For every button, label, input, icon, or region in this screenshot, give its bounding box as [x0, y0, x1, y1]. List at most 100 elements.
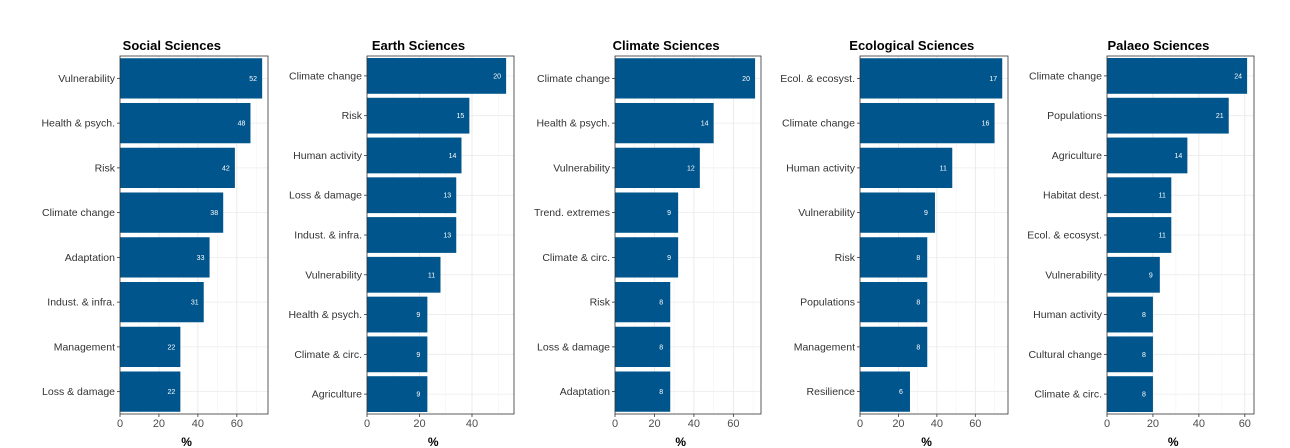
x-tick-label-0: 0 — [117, 418, 123, 430]
category-label-6: Management — [54, 341, 115, 353]
category-label-2: Agriculture — [1052, 150, 1102, 162]
bar-data-label-5: 9 — [1149, 272, 1153, 279]
bar-data-label-4: 8 — [916, 255, 920, 262]
bar-data-label-0: 17 — [989, 76, 997, 83]
x-axis-label: % — [1168, 435, 1179, 448]
bar-data-label-3: 11 — [1159, 193, 1166, 200]
bar-4 — [860, 237, 928, 278]
bar-5 — [860, 281, 928, 323]
bar-7 — [860, 371, 910, 412]
bar-4 — [120, 237, 210, 278]
bar-7 — [1107, 336, 1153, 373]
panel-1: 20 Climate change 15 Risk 14 Human activity 13… — [288, 38, 515, 448]
bar-5 — [367, 256, 441, 293]
bar-4 — [1107, 217, 1172, 253]
category-label-1: Climate change — [782, 118, 855, 130]
category-label-2: Vulnerability — [553, 162, 611, 174]
x-tick-label-3: 60 — [231, 418, 243, 430]
category-label-0: Climate change — [1029, 70, 1102, 82]
category-label-7: Resilience — [807, 386, 856, 398]
bar-0 — [615, 58, 756, 99]
panel-border — [1106, 55, 1255, 415]
category-label-4: Ecol. & ecosyst. — [1027, 230, 1102, 242]
category-label-7: Cultural change — [1028, 349, 1102, 361]
bar-2 — [367, 137, 462, 174]
category-label-5: Vulnerability — [1045, 269, 1103, 281]
bar-data-label-0: 52 — [249, 76, 257, 83]
category-label-4: Climate & circ. — [542, 252, 610, 264]
category-label-4: Adaptation — [65, 252, 115, 264]
category-label-3: Loss & damage — [289, 190, 362, 202]
bar-data-label-4: 11 — [1159, 233, 1166, 240]
category-label-0: Climate change — [289, 70, 362, 82]
panel-border — [366, 55, 515, 415]
bar-data-label-6: 9 — [416, 312, 420, 319]
bar-data-label-1: 48 — [238, 121, 246, 128]
bar-data-label-7: 22 — [167, 389, 175, 396]
bar-data-label-3: 9 — [667, 210, 671, 217]
x-axis-label: % — [428, 435, 439, 448]
bar-0 — [367, 57, 507, 94]
bar-3 — [120, 192, 224, 233]
bar-2 — [120, 147, 235, 189]
category-label-5: Indust. & infra. — [47, 297, 115, 309]
x-tick-label-0: 0 — [612, 418, 618, 430]
category-label-0: Climate change — [537, 73, 610, 85]
bar-data-label-0: 24 — [1234, 73, 1242, 80]
category-label-7: Adaptation — [560, 386, 610, 398]
panel-border — [859, 55, 1009, 415]
category-label-1: Health & psych. — [536, 118, 610, 130]
x-tick-label-2: 40 — [192, 418, 204, 430]
bar-data-label-3: 9 — [924, 210, 928, 217]
x-tick-label-3: 60 — [1239, 418, 1251, 430]
bar-data-label-2: 14 — [1174, 153, 1182, 160]
category-label-6: Health & psych. — [288, 309, 362, 321]
bar-6 — [367, 296, 428, 333]
bar-7 — [615, 371, 671, 412]
panel-border — [119, 55, 269, 415]
category-label-5: Populations — [800, 297, 855, 309]
category-label-0: Vulnerability — [58, 73, 116, 85]
bar-data-label-8: 8 — [1142, 392, 1146, 399]
bar-data-label-4: 13 — [443, 233, 451, 240]
bar-7 — [120, 371, 181, 412]
bar-7 — [367, 336, 428, 373]
panel-title: Earth Sciences — [372, 38, 465, 53]
bar-data-label-5: 8 — [916, 300, 920, 307]
bar-0 — [1107, 57, 1248, 94]
bar-data-label-2: 14 — [449, 153, 457, 160]
category-label-8: Agriculture — [312, 389, 362, 401]
bar-1 — [860, 102, 995, 144]
panel-title: Climate Sciences — [613, 38, 720, 53]
bar-data-label-3: 38 — [210, 210, 218, 217]
panel-title: Social Sciences — [123, 38, 221, 53]
x-tick-label-3: 60 — [969, 418, 981, 430]
bar-3 — [615, 192, 679, 233]
category-label-2: Risk — [95, 162, 116, 174]
bar-1 — [120, 102, 251, 144]
bar-data-label-6: 22 — [167, 344, 175, 351]
bar-data-label-1: 16 — [982, 121, 990, 128]
bar-6 — [120, 326, 181, 368]
bar-data-label-1: 21 — [1216, 113, 1224, 120]
bar-data-label-6: 8 — [659, 344, 663, 351]
bar-3 — [367, 177, 457, 214]
x-tick-label-1: 20 — [892, 418, 904, 430]
x-tick-label-1: 20 — [413, 418, 425, 430]
x-tick-label-0: 0 — [857, 418, 863, 430]
bar-6 — [1107, 296, 1153, 333]
bar-1 — [367, 97, 470, 134]
category-label-3: Trend. extremes — [534, 207, 610, 219]
x-tick-label-2: 40 — [1193, 418, 1205, 430]
bar-data-label-2: 11 — [940, 165, 947, 172]
bar-4 — [367, 217, 457, 253]
panel-title: Palaeo Sciences — [1107, 38, 1209, 53]
category-label-6: Loss & damage — [537, 341, 610, 353]
x-tick-label-1: 20 — [648, 418, 660, 430]
bar-3 — [860, 192, 935, 233]
bar-data-label-4: 33 — [197, 255, 205, 262]
bar-2 — [615, 147, 700, 189]
bar-data-label-6: 8 — [916, 344, 920, 351]
bar-data-label-7: 6 — [899, 389, 903, 396]
bar-2 — [860, 147, 953, 189]
